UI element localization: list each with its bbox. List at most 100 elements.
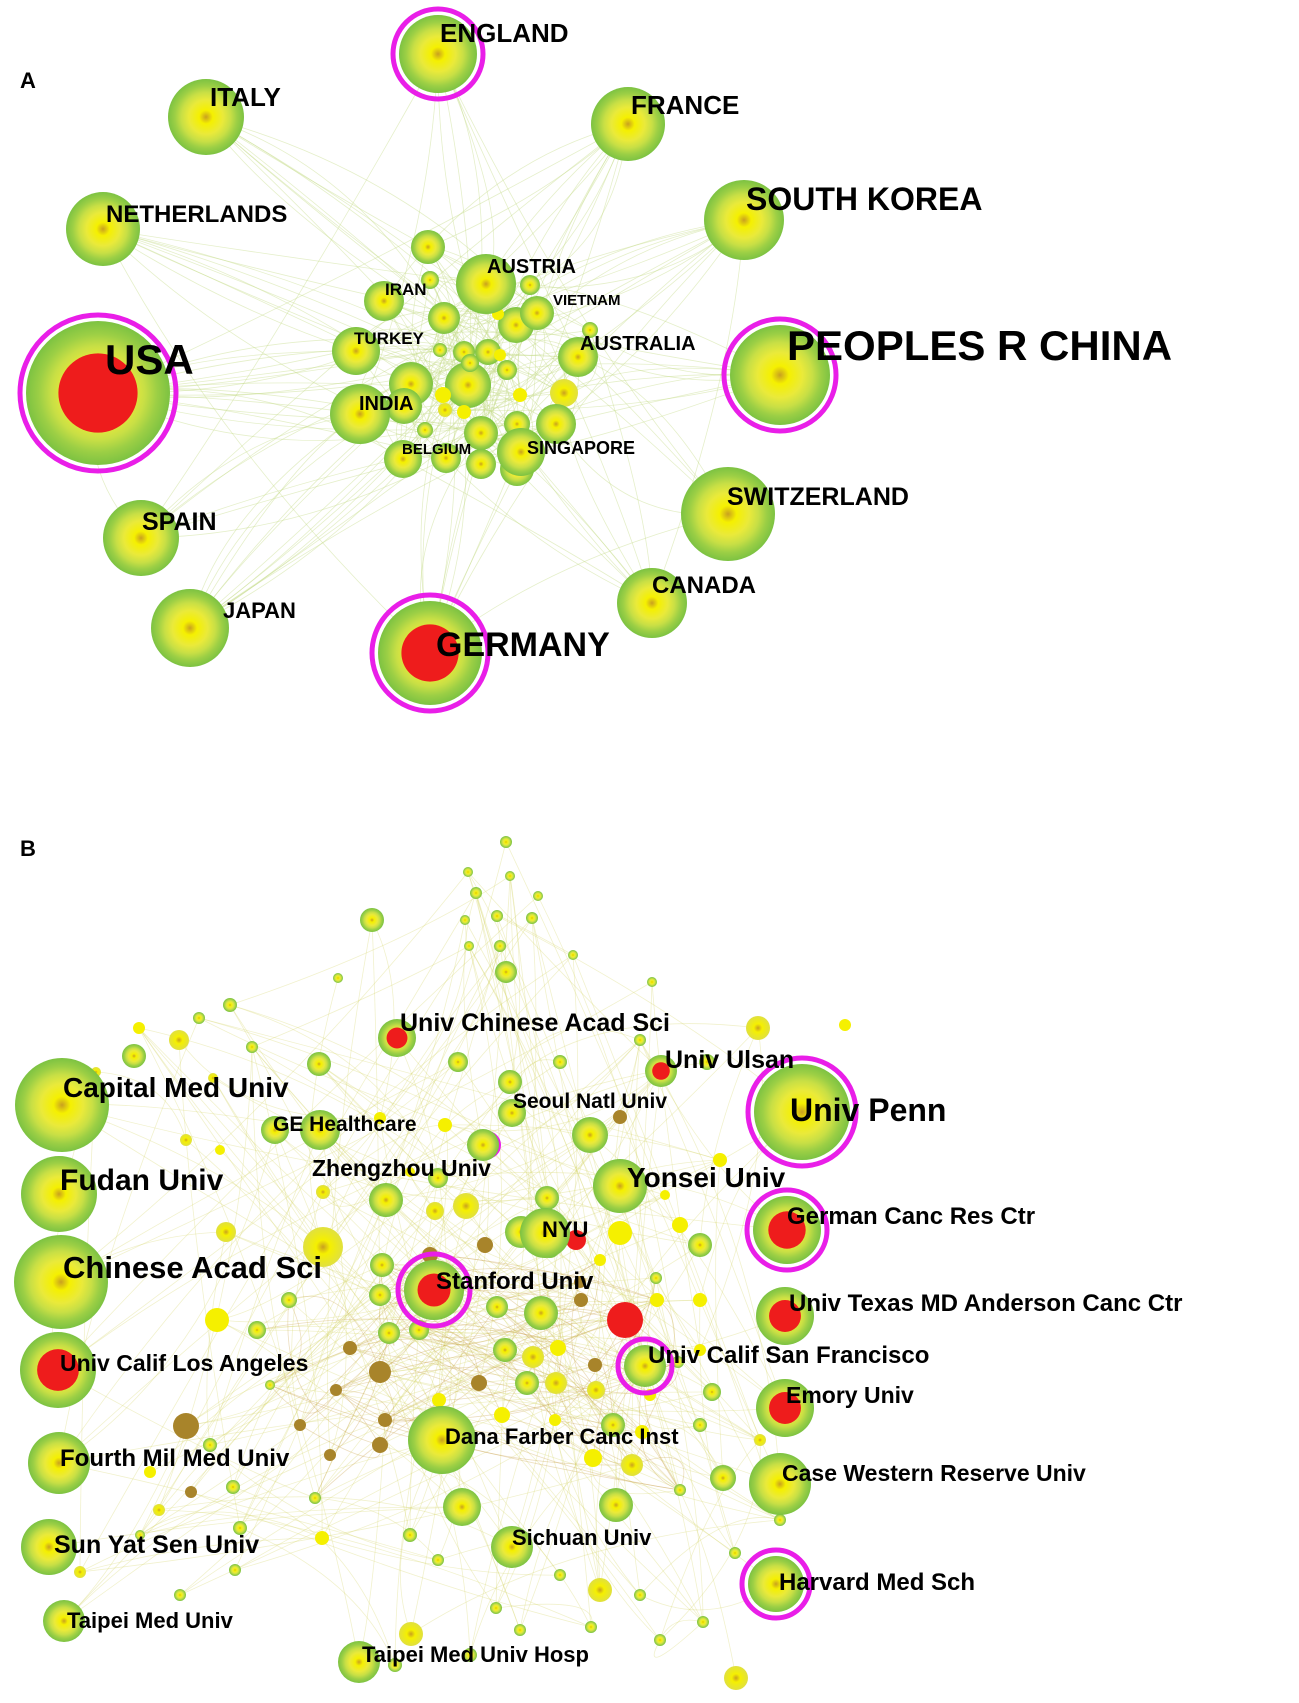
institution-label-yonsei: Yonsei Univ <box>627 1162 786 1193</box>
institution-minor-node-103 <box>634 1589 646 1601</box>
country-minor-node-22 <box>461 354 479 372</box>
country-node-italy <box>168 79 244 155</box>
country-node-iran <box>364 281 404 321</box>
institution-node-ge <box>300 1110 340 1150</box>
institution-minor-node-100 <box>432 1554 444 1566</box>
institution-node-fudan <box>21 1156 97 1232</box>
institution-label-cas: Chinese Acad Sci <box>63 1250 322 1285</box>
institution-label-penn: Univ Penn <box>790 1092 946 1128</box>
country-label-france: FRANCE <box>631 90 739 120</box>
institution-minor-node-71 <box>588 1358 602 1372</box>
country-node-singapore <box>497 428 545 476</box>
institution-minor-node-6 <box>460 915 470 925</box>
institution-minor-node-93 <box>309 1492 321 1504</box>
institution-minor-node-37 <box>180 1134 192 1146</box>
country-label-italy: ITALY <box>210 82 281 112</box>
institution-minor-node-109 <box>585 1621 597 1633</box>
institution-label-ge: GE Healthcare <box>273 1113 417 1136</box>
institution-minor-node-60 <box>369 1284 391 1306</box>
country-minor-node-11 <box>464 416 498 450</box>
institution-label-sysu: Sun Yat Sen Univ <box>54 1531 259 1559</box>
institution-minor-node-86 <box>635 1425 649 1439</box>
institution-node-dana <box>408 1406 476 1474</box>
country-node-france <box>591 87 665 161</box>
institution-minor-node-20 <box>246 1041 258 1053</box>
institution-label-nyu: NYU <box>542 1217 588 1242</box>
country-label-china: PEOPLES R CHINA <box>787 322 1172 369</box>
institution-minor-node-95 <box>599 1488 633 1522</box>
institution-minor-node-123 <box>343 1341 357 1355</box>
country-node-japan <box>151 589 229 667</box>
institution-minor-node-43 <box>535 1186 559 1210</box>
institution-minor-node-75 <box>587 1381 605 1399</box>
institution-minor-node-87 <box>693 1418 707 1432</box>
institution-minor-node-115 <box>754 1434 766 1446</box>
institution-minor-node-56 <box>370 1253 394 1277</box>
country-minor-node-14 <box>466 449 496 479</box>
institution-minor-node-2 <box>505 871 515 881</box>
institution-minor-node-57 <box>281 1292 297 1308</box>
institution-node-ucla <box>20 1332 96 1408</box>
institution-minor-node-39 <box>405 1167 415 1177</box>
institution-minor-node-10 <box>360 908 384 932</box>
institution-minor-node-111 <box>654 1634 666 1646</box>
institution-minor-node-25 <box>448 1052 468 1072</box>
institution-minor-node-110 <box>697 1616 709 1628</box>
institution-label-case-western: Case Western Reserve Univ <box>782 1460 1086 1486</box>
institution-minor-node-104 <box>490 1602 502 1614</box>
institution-minor-node-69 <box>522 1346 544 1368</box>
institution-minor-node-51 <box>594 1254 606 1266</box>
institution-minor-node-122 <box>324 1449 336 1461</box>
institution-minor-node-42 <box>316 1185 330 1199</box>
panel-b-nodes <box>14 836 859 1690</box>
institution-minor-node-59 <box>205 1308 229 1332</box>
country-node-spain <box>103 500 179 576</box>
institution-minor-node-119 <box>713 1153 727 1167</box>
institution-node-sysu <box>21 1519 77 1575</box>
country-minor-node-13 <box>431 443 461 473</box>
institution-label-dana: Dana Farber Canc Inst <box>445 1424 679 1449</box>
country-label-vietnam: VIETNAM <box>553 292 621 309</box>
institution-minor-node-96 <box>674 1484 686 1496</box>
institution-minor-node-55 <box>303 1227 343 1267</box>
institution-node-emory <box>756 1379 814 1437</box>
institution-minor-node-120 <box>660 1190 670 1200</box>
institution-minor-node-91 <box>185 1486 197 1498</box>
institution-label-german-canc: German Canc Res Ctr <box>787 1203 1035 1230</box>
institution-node-taipei-hosp <box>338 1641 380 1683</box>
country-minor-node-0 <box>411 230 445 264</box>
institution-label-emory: Emory Univ <box>786 1382 914 1408</box>
country-node-canada <box>617 568 687 638</box>
country-minor-node-5 <box>435 387 451 403</box>
institution-label-fourth-mil: Fourth Mil Med Univ <box>60 1445 290 1472</box>
institution-minor-node-68 <box>493 1338 517 1362</box>
institution-minor-node-64 <box>607 1302 643 1338</box>
institution-label-ucas: Univ Chinese Acad Sci <box>400 1009 670 1037</box>
institution-node-seoul <box>498 1099 526 1127</box>
country-minor-node-1 <box>428 302 460 334</box>
institution-minor-node-46 <box>608 1221 632 1245</box>
institution-minor-node-66 <box>378 1322 400 1344</box>
institution-minor-node-82 <box>372 1437 388 1453</box>
country-node-usa <box>17 312 179 474</box>
institution-minor-node-38 <box>215 1145 225 1155</box>
institution-minor-node-89 <box>621 1454 643 1476</box>
country-label-austria: AUSTRIA <box>487 256 576 278</box>
institution-minor-node-12 <box>495 961 517 983</box>
institution-minor-node-112 <box>724 1666 748 1690</box>
country-node-netherlands <box>66 192 140 266</box>
country-label-germany: GERMANY <box>436 626 610 664</box>
institution-minor-node-35 <box>374 1112 386 1124</box>
country-label-spain: SPAIN <box>142 508 217 536</box>
country-label-india: INDIA <box>359 393 413 415</box>
institution-node-sichuan <box>491 1526 533 1568</box>
institution-node-cas <box>14 1235 108 1329</box>
country-minor-node-18 <box>386 388 422 424</box>
country-minor-node-26 <box>433 343 447 357</box>
institution-minor-node-134 <box>229 1564 241 1576</box>
country-node-austria <box>456 254 516 314</box>
country-minor-node-24 <box>582 322 598 338</box>
institution-label-ulsan: Univ Ulsan <box>665 1046 794 1074</box>
institution-minor-node-47 <box>566 1230 586 1250</box>
